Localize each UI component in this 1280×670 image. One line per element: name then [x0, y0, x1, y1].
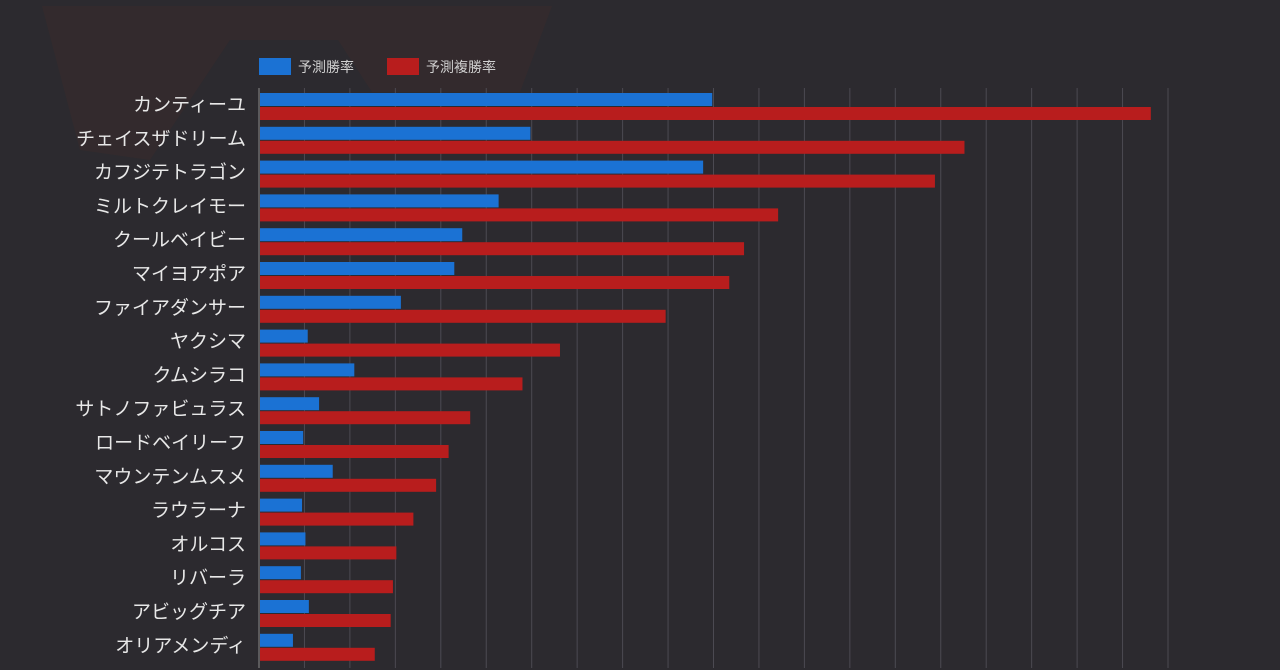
category-label: クムシラコ [153, 364, 246, 386]
bar-place [260, 512, 414, 526]
bar-place [260, 276, 730, 289]
bar-win [260, 566, 301, 580]
legend-label-win: 予測勝率 [298, 59, 354, 76]
bar-place [260, 478, 437, 492]
category-label: ミルトクレイモー [94, 195, 246, 217]
bar-place [260, 208, 779, 222]
category-label: リバーラ [170, 567, 246, 589]
category-label: ロードベイリーフ [95, 432, 246, 454]
bar-win [260, 532, 306, 546]
bars [260, 93, 1151, 661]
bar-place [260, 107, 1151, 120]
category-label: チェイスザドリーム [76, 128, 246, 150]
bar-place [260, 580, 393, 594]
category-label: オリアメンディ [115, 635, 246, 657]
bar-win [260, 498, 303, 512]
bar-place [260, 309, 666, 323]
bar-place [260, 242, 745, 256]
bar-win [260, 397, 320, 411]
bar-win [260, 93, 713, 106]
category-label: ファイアダンサー [94, 297, 246, 319]
bar-place [260, 411, 471, 425]
bar-place [260, 647, 375, 661]
category-label: カンティーユ [133, 94, 246, 116]
legend-swatch-place [387, 58, 419, 75]
bar-win [260, 295, 401, 309]
bar-win [260, 160, 704, 174]
bar-win [260, 633, 293, 647]
category-label: サトノファビュラス [75, 398, 246, 420]
decorative-triangle [42, 6, 552, 160]
bar-win [260, 431, 304, 444]
bar-place [260, 377, 523, 391]
bar-win [260, 464, 333, 478]
legend: 予測勝率 予測複勝率 [259, 58, 496, 76]
category-label: アビッグチア [132, 601, 246, 623]
bar-place [260, 546, 397, 560]
legend-swatch-win [259, 58, 291, 75]
bar-place [260, 140, 965, 154]
bar-place [260, 343, 560, 357]
bar-win [260, 228, 463, 242]
category-labels: カンティーユチェイスザドリームカフジテトラゴンミルトクレイモークールベイビーマイ… [75, 94, 246, 657]
category-label: マイヨアポア [132, 263, 246, 285]
legend-label-place: 予測複勝率 [426, 59, 496, 76]
bar-win [260, 363, 355, 377]
category-label: クールベイビー [113, 229, 246, 251]
bar-win [260, 262, 455, 275]
category-label: ラウラーナ [151, 500, 246, 522]
bar-win [260, 600, 309, 613]
category-label: カフジテトラゴン [94, 162, 246, 184]
category-label: ヤクシマ [170, 331, 246, 353]
bar-win [260, 329, 308, 343]
category-label: オルコス [170, 533, 246, 555]
bar-place [260, 445, 449, 458]
bar-place [260, 174, 935, 188]
category-label: マウンテンムスメ [94, 466, 246, 488]
bar-win [260, 126, 531, 140]
bar-place [260, 614, 391, 627]
bar-win [260, 194, 499, 208]
